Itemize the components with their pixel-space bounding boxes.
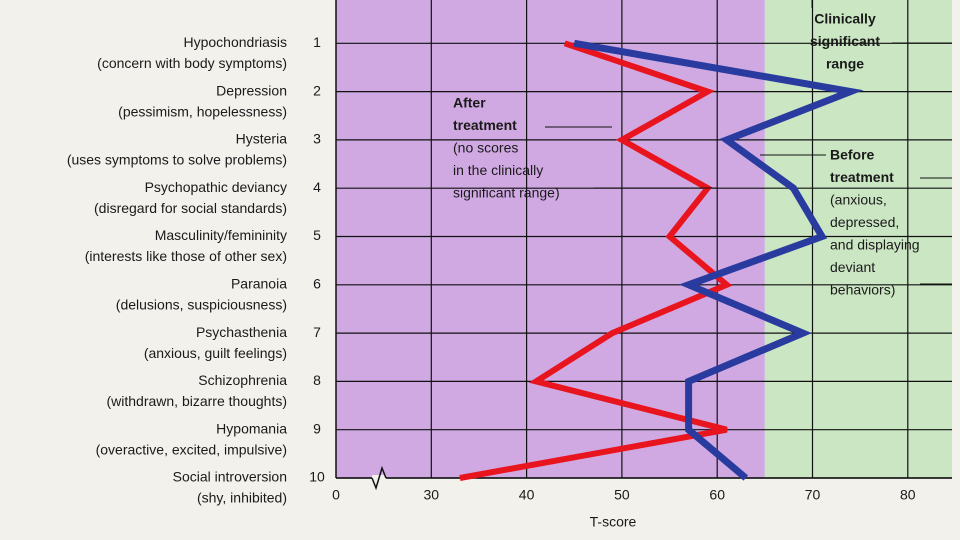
category-name: Schizophrenia bbox=[198, 372, 287, 388]
x-tick-label: 0 bbox=[332, 487, 340, 503]
category-name: Hypomania bbox=[216, 420, 287, 436]
category-description: (shy, inhibited) bbox=[197, 490, 287, 506]
category-description: (uses symptoms to solve problems) bbox=[67, 152, 287, 168]
category-name: Paranoia bbox=[231, 276, 287, 292]
annotation-heading: treatment bbox=[830, 169, 894, 185]
annotation-text: in the clinically bbox=[453, 162, 543, 178]
annotation-heading: Clinically bbox=[814, 11, 876, 27]
category-name: Hypochondriasis bbox=[184, 34, 288, 50]
y-tick-label: 3 bbox=[313, 131, 321, 147]
y-tick-label: 7 bbox=[313, 324, 321, 340]
x-tick-label: 30 bbox=[424, 487, 440, 503]
series-line bbox=[459, 40, 733, 481]
category-name: Hysteria bbox=[236, 131, 288, 147]
category-description: (withdrawn, bizarre thoughts) bbox=[106, 393, 287, 409]
axis-break bbox=[371, 465, 387, 491]
annotation-heading: After bbox=[453, 95, 486, 111]
y-tick-label: 5 bbox=[313, 227, 321, 243]
category-description: (anxious, guilt feelings) bbox=[144, 345, 287, 361]
annotation-heading: significant bbox=[810, 33, 880, 49]
annotation-text: depressed, bbox=[830, 214, 899, 230]
category-name: Depression bbox=[216, 82, 287, 98]
y-tick-label: 8 bbox=[313, 372, 321, 388]
x-tick-label: 60 bbox=[709, 487, 725, 503]
annotation-text: deviant bbox=[830, 259, 875, 275]
y-tick-label: 2 bbox=[313, 82, 321, 98]
category-description: (concern with body symptoms) bbox=[97, 55, 287, 71]
category-description: (delusions, suspiciousness) bbox=[116, 297, 287, 313]
x-axis-label: T-score bbox=[590, 514, 637, 530]
y-tick-label: 10 bbox=[309, 469, 325, 485]
y-tick-label: 9 bbox=[313, 420, 321, 436]
annotation-heading: Before bbox=[830, 147, 875, 163]
annotation-text: (no scores bbox=[453, 140, 518, 156]
x-tick-label: 80 bbox=[900, 487, 916, 503]
y-tick-label: 4 bbox=[313, 179, 321, 195]
y-tick-label: 6 bbox=[313, 276, 321, 292]
series-line bbox=[573, 39, 864, 481]
category-name: Psychopathic deviancy bbox=[145, 179, 287, 195]
category-description: (overactive, excited, impulsive) bbox=[96, 441, 287, 457]
category-description: (disregard for social standards) bbox=[94, 200, 287, 216]
annotation-text: significant range) bbox=[453, 185, 560, 201]
category-name: Psychasthenia bbox=[196, 324, 287, 340]
x-tick-label: 40 bbox=[519, 487, 535, 503]
y-tick-label: 1 bbox=[313, 34, 321, 50]
x-tick-label: 70 bbox=[805, 487, 821, 503]
annotation-text: and displaying bbox=[830, 237, 920, 253]
category-name: Social introversion bbox=[173, 469, 287, 485]
annotation-heading: range bbox=[826, 56, 864, 72]
category-description: (interests like those of other sex) bbox=[85, 248, 287, 264]
annotation-text: behaviors) bbox=[830, 282, 895, 298]
region bbox=[336, 0, 765, 478]
category-name: Masculinity/femininity bbox=[155, 227, 287, 243]
category-description: (pessimism, hopelessness) bbox=[118, 103, 287, 119]
annotation-text: (anxious, bbox=[830, 192, 887, 208]
x-tick-label: 50 bbox=[614, 487, 630, 503]
annotation-heading: treatment bbox=[453, 117, 517, 133]
